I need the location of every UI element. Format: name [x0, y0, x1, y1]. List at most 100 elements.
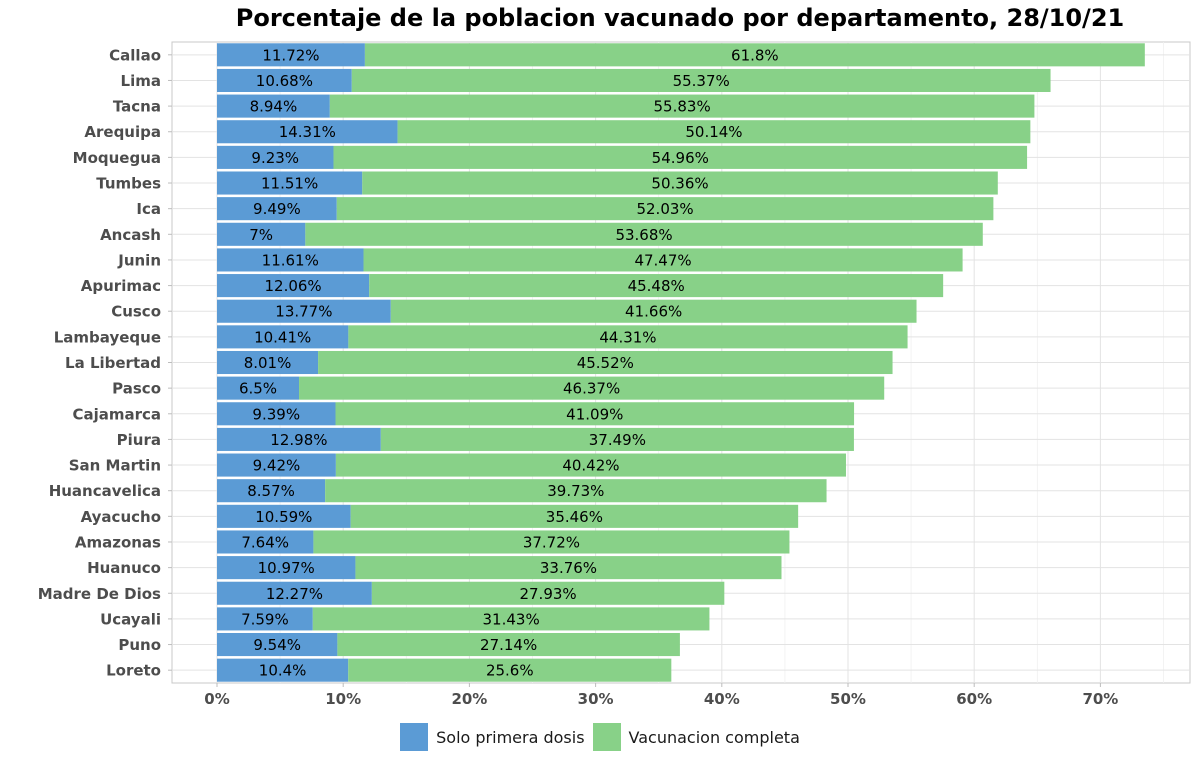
y-tick-label: Lambayeque [54, 328, 161, 346]
x-tick-label: 40% [704, 690, 740, 708]
x-tick-label: 10% [325, 690, 361, 708]
y-tick-label: Arequipa [84, 123, 161, 141]
data-label-vacunacion-completa: 25.6% [486, 662, 534, 680]
data-label-vacunacion-completa: 35.46% [546, 508, 603, 526]
bar-vacunacion-completa [348, 658, 672, 682]
bar-vacunacion-completa [329, 94, 1035, 118]
bar-primera-dosis [217, 530, 314, 554]
data-label-primera-dosis: 10.97% [258, 559, 315, 577]
legend-item-vacunacion-completa: Vacunacion completa [592, 723, 800, 751]
y-tick-label: Ucayali [100, 610, 161, 628]
bar-primera-dosis [217, 633, 338, 657]
bar-vacunacion-completa [333, 145, 1028, 169]
chart-legend: Solo primera dosis Vacunacion completa [0, 723, 1200, 751]
data-label-vacunacion-completa: 33.76% [540, 559, 597, 577]
bar-primera-dosis [217, 145, 334, 169]
data-label-primera-dosis: 10.4% [259, 662, 307, 680]
bar-primera-dosis [217, 350, 319, 375]
bar-primera-dosis [217, 68, 352, 92]
y-tick-label: La Libertad [65, 354, 161, 372]
data-label-vacunacion-completa: 52.03% [636, 200, 693, 218]
y-tick-label: Ancash [100, 226, 161, 244]
bar-vacunacion-completa [312, 607, 710, 631]
data-label-vacunacion-completa: 61.8% [731, 46, 779, 64]
y-tick-label: Moquegua [73, 149, 161, 167]
data-label-primera-dosis: 12.06% [264, 277, 321, 295]
data-label-primera-dosis: 14.31% [279, 123, 336, 141]
data-label-primera-dosis: 11.51% [261, 175, 318, 193]
bar-vacunacion-completa [380, 427, 854, 451]
y-tick-label: Callao [109, 46, 161, 64]
bar-primera-dosis [217, 658, 349, 682]
data-label-vacunacion-completa: 54.96% [652, 149, 709, 167]
bar-vacunacion-completa [355, 556, 782, 580]
bar-primera-dosis [217, 94, 330, 118]
y-tick-label: Loreto [106, 662, 161, 680]
bar-vacunacion-completa [337, 633, 680, 657]
legend-label-vacunacion-completa: Vacunacion completa [628, 727, 800, 747]
data-label-vacunacion-completa: 39.73% [547, 482, 604, 500]
y-tick-label: Apurimac [81, 277, 161, 295]
bar-primera-dosis [217, 376, 300, 400]
bar-vacunacion-completa [325, 479, 827, 503]
bar-primera-dosis [217, 325, 349, 349]
data-label-vacunacion-completa: 37.49% [589, 431, 646, 449]
bar-primera-dosis [217, 453, 336, 477]
y-tick-label: Junin [117, 251, 161, 269]
bar-vacunacion-completa [397, 120, 1031, 144]
bar-primera-dosis [217, 607, 313, 631]
data-label-vacunacion-completa: 55.83% [654, 98, 711, 116]
bar-vacunacion-completa [362, 171, 998, 195]
data-label-primera-dosis: 9.49% [253, 200, 301, 218]
bar-vacunacion-completa [299, 376, 885, 400]
data-label-primera-dosis: 8.01% [244, 354, 292, 372]
bar-vacunacion-completa [313, 530, 790, 554]
x-tick-label: 70% [1082, 690, 1118, 708]
data-label-vacunacion-completa: 40.42% [562, 457, 619, 475]
data-label-vacunacion-completa: 44.31% [599, 328, 656, 346]
data-label-primera-dosis: 11.61% [262, 251, 319, 269]
data-label-primera-dosis: 10.41% [254, 328, 311, 346]
bar-primera-dosis [217, 274, 370, 298]
data-label-vacunacion-completa: 53.68% [615, 226, 672, 244]
data-label-vacunacion-completa: 27.14% [480, 636, 537, 654]
data-label-primera-dosis: 12.27% [266, 585, 323, 603]
data-label-primera-dosis: 9.54% [253, 636, 301, 654]
x-tick-label: 60% [956, 690, 992, 708]
bar-primera-dosis [217, 248, 364, 272]
data-label-vacunacion-completa: 31.43% [483, 610, 540, 628]
bar-vacunacion-completa [351, 68, 1051, 92]
bar-primera-dosis [217, 581, 372, 605]
data-label-primera-dosis: 10.68% [256, 72, 313, 90]
data-label-primera-dosis: 12.98% [270, 431, 327, 449]
data-label-primera-dosis: 7% [249, 226, 273, 244]
data-label-vacunacion-completa: 47.47% [634, 251, 691, 269]
bar-vacunacion-completa [305, 222, 983, 246]
y-tick-label: Huancavelica [49, 482, 161, 500]
bar-primera-dosis [217, 197, 337, 221]
data-label-primera-dosis: 8.57% [247, 482, 295, 500]
bar-vacunacion-completa [363, 248, 963, 272]
data-label-primera-dosis: 7.59% [241, 610, 289, 628]
bar-vacunacion-completa [350, 504, 799, 528]
y-tick-label: Ayacucho [81, 508, 161, 526]
data-label-vacunacion-completa: 45.52% [577, 354, 634, 372]
bar-primera-dosis [217, 504, 351, 528]
y-tick-label: Piura [117, 431, 161, 449]
data-label-vacunacion-completa: 55.37% [673, 72, 730, 90]
y-tick-label: Madre De Dios [38, 585, 161, 603]
data-label-primera-dosis: 11.72% [262, 46, 319, 64]
y-tick-label: Amazonas [75, 533, 161, 551]
y-tick-label: Lima [121, 72, 161, 90]
data-label-vacunacion-completa: 50.14% [685, 123, 742, 141]
data-label-primera-dosis: 6.5% [239, 380, 277, 398]
y-tick-label: Cusco [111, 303, 161, 321]
bar-vacunacion-completa [335, 402, 855, 426]
data-label-primera-dosis: 10.59% [255, 508, 312, 526]
x-tick-label: 20% [451, 690, 487, 708]
data-label-vacunacion-completa: 46.37% [563, 380, 620, 398]
bar-primera-dosis [217, 402, 336, 426]
bar-primera-dosis [217, 427, 381, 451]
data-label-primera-dosis: 9.42% [253, 457, 301, 475]
bar-vacunacion-completa [371, 581, 725, 605]
